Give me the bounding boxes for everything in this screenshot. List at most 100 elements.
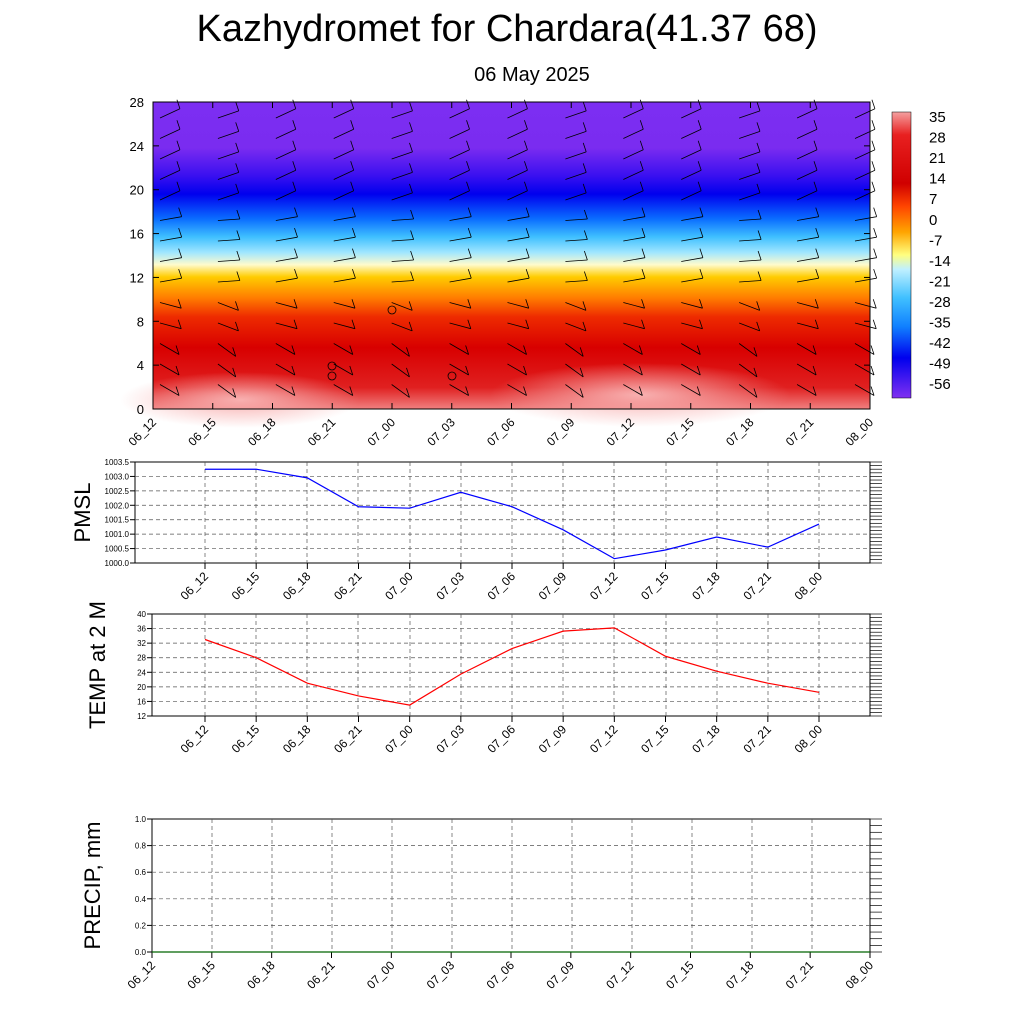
x-tick-label: 08_00 [792,569,826,603]
wind-barb [681,190,702,201]
wind-barb-flag [410,250,414,261]
y-tick-label: 1002.5 [105,487,130,496]
wind-barb [565,192,587,201]
wind-barb-flag [871,161,876,171]
colorbar-label: -35 [929,315,951,332]
x-tick-label: 08_00 [792,722,826,756]
chart-subtitle: 06 May 2025 [474,64,590,86]
wind-barb [159,108,181,119]
y-axis-title: PRECIP, mm [80,822,105,950]
wind-barb [449,128,470,139]
wind-barb-flag [232,347,237,357]
wind-barb-flag [467,319,472,329]
wind-barb [275,190,296,201]
wind-barb-flag [232,388,237,398]
wind-barb [275,363,296,376]
wind-barb-flag [756,101,761,111]
wind-barb-flag [812,345,817,355]
wind-barb-flag [756,142,761,152]
wind-barb [738,384,758,398]
wind-barb-flag [639,161,644,171]
x-tick-label: 08_00 [843,958,877,992]
wind-barb-flag [871,140,876,150]
wind-barb [797,216,819,221]
cs-y-tick-label: 20 [130,183,144,198]
wind-barb-flag [582,142,587,152]
wind-barb [739,302,760,311]
wind-barb-flag [235,142,240,152]
wind-barb-flag [639,345,643,355]
wind-barb [333,216,356,221]
wind-barb-flag [349,345,354,355]
wind-barb [681,384,701,396]
wind-barb-flag [812,386,817,396]
wind-barb-flag [176,161,181,171]
wind-barb [854,277,877,283]
wind-barb [738,363,758,378]
wind-barb [681,108,702,119]
wind-barb [739,171,761,180]
x-tick-label: 06_21 [331,722,365,756]
calm-marker [387,305,397,315]
wind-barb-flag [350,120,355,130]
wind-barb [159,216,182,221]
wind-barb [507,236,530,242]
wind-barb-flag [579,347,584,357]
wind-barb [449,302,471,309]
wind-barb [854,149,876,160]
wind-barb [623,257,646,262]
wind-barb [333,149,354,160]
wind-barb [623,108,644,119]
wind-barb [217,192,239,201]
wind-barb [391,110,413,119]
wind-barb-flag [409,122,413,132]
wind-barb-flag [235,101,240,111]
wind-barb-flag [641,269,646,279]
wind-barb [681,149,702,160]
wind-barb [623,149,644,160]
wind-barb-flag [292,99,297,109]
wind-barb [854,343,875,355]
wind-barb [681,257,703,262]
colorbar-label: -42 [929,335,951,352]
wind-barb-flag [813,181,818,191]
wind-barb-flag [408,321,413,332]
wind-barb [507,302,529,309]
wind-barb [217,280,240,283]
wind-barb [275,277,298,283]
wind-barb [796,128,818,139]
colorbar: 35 28 21 14 7 0 -7 -14 -21 -28 -35 -42 -49 -56 [891,109,951,399]
wind-barb-flag [813,161,818,171]
wind-barb-flag [639,140,644,150]
wind-barb [217,130,239,139]
y-tick-label: 1000.0 [105,559,130,568]
wind-barb-flag [524,161,528,171]
wind-barb [854,190,876,201]
wind-barb [507,384,527,396]
y-tick-label: 0.0 [135,948,147,957]
cs-x-tick-label: 07_03 [424,415,458,449]
wind-barb-flag [235,122,240,132]
wind-barb-flag [466,120,470,130]
x-tick-label: 07_12 [587,722,621,756]
wind-barb-flag [813,140,818,150]
x-tick-label: 07_18 [689,722,723,756]
wind-barb [159,302,182,309]
wind-barb [391,259,414,262]
colorbar-label: -56 [929,376,951,393]
colorbar-label: 35 [929,109,946,126]
wind-barb-flag [465,345,470,355]
colorbar-label: -28 [929,294,951,311]
wind-barb-flag [178,207,183,217]
y-tick-label: 1001.5 [105,516,130,525]
wind-barb-flag [814,299,819,309]
wind-barb [449,216,472,221]
cs-y-tick-label: 28 [130,95,144,110]
wind-barb-flag [294,228,298,238]
wind-barb-flag [525,299,530,309]
wind-barb-flag [815,228,820,238]
wind-barb-flag [406,347,410,357]
wind-barb-flag [175,365,180,376]
wind-barb-flag [699,319,703,329]
wind-barb-flag [870,345,875,355]
